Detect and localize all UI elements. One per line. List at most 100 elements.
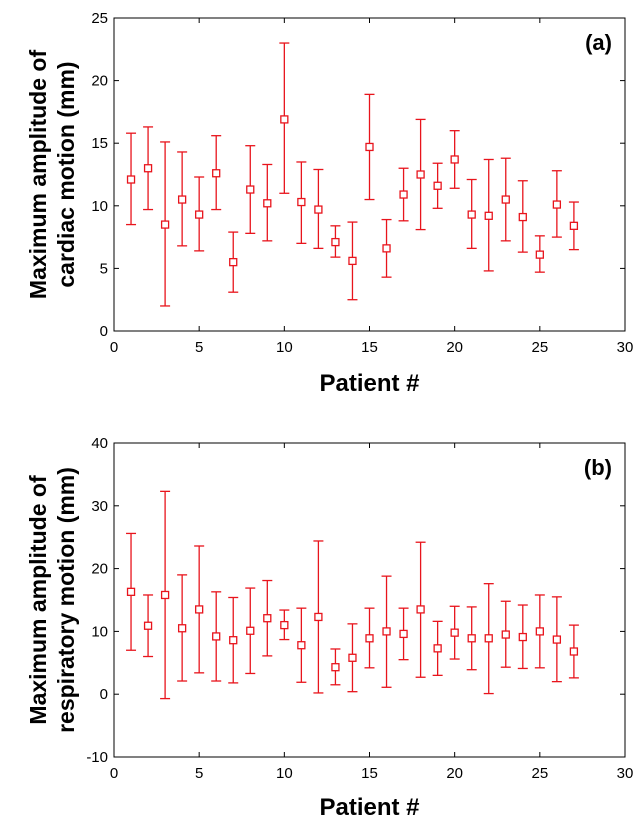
panel-b-data-marker-square bbox=[365, 634, 374, 643]
panel-b-data-marker-square bbox=[195, 605, 204, 614]
panel-b-y-axis-label: Maximum amplitude of respiratory motion … bbox=[25, 467, 79, 733]
panel-a-error-bar-point bbox=[500, 157, 511, 242]
panel-a-data-marker-square bbox=[195, 210, 204, 219]
panel-a-y-axis-label: Maximum amplitude of cardiac motion (mm) bbox=[25, 50, 79, 300]
panel-b-data-marker-square bbox=[450, 628, 459, 637]
panel-a-error-bar-point bbox=[568, 201, 579, 251]
panel-b-error-bar-point bbox=[500, 600, 511, 668]
panel-b-data-marker-square bbox=[535, 627, 544, 636]
panel-a-x-tick-label: 20 bbox=[446, 339, 463, 356]
panel-a-y-tick-label: 20 bbox=[91, 73, 108, 90]
panel-b-error-bar-point bbox=[211, 591, 222, 682]
panel-a-data-marker-square bbox=[297, 197, 306, 207]
panel-a-data-marker-square bbox=[433, 181, 442, 190]
panel-a-x-tick-label: 5 bbox=[195, 339, 203, 356]
panel-a-error-bar-point bbox=[551, 170, 562, 238]
panel-a-error-bar-point bbox=[517, 180, 528, 253]
panel-a-y-label-line-2: cardiac motion (mm) bbox=[53, 61, 79, 287]
panel-a-error-bar-point bbox=[160, 141, 171, 307]
panel-a-x-tick-label: 25 bbox=[531, 339, 548, 356]
panel-a-error-bar-point bbox=[347, 221, 358, 301]
panel-b-label: (b) bbox=[584, 455, 612, 480]
panel-a-data-marker-square bbox=[416, 170, 425, 179]
panel-a-error-bar-point bbox=[194, 176, 205, 252]
panel-b-data-marker-square bbox=[177, 624, 187, 633]
panel-b-error-bar-point bbox=[398, 607, 409, 661]
panel-a-error-bar-point bbox=[296, 161, 307, 245]
panel-a-x-tick-label: 30 bbox=[617, 339, 634, 356]
panel-a-error-bar-point bbox=[228, 231, 239, 293]
panel-a-error-bar-point bbox=[143, 126, 154, 211]
panel-b-data-marker-square bbox=[382, 627, 391, 636]
panel-a-y-tick-label: 15 bbox=[91, 135, 108, 152]
panel-b-data-marker-square bbox=[331, 663, 340, 672]
panel-b-y-tick-label: 40 bbox=[91, 435, 108, 452]
panel-b-data-marker-square bbox=[348, 653, 357, 662]
panel-a-error-bar-point bbox=[330, 225, 341, 258]
panel-a-data-marker-square bbox=[229, 257, 238, 267]
panel-a-data-marker-square bbox=[365, 142, 374, 152]
panel-b-error-bar-point bbox=[262, 579, 273, 657]
panel-a-y-tick-label: 25 bbox=[91, 10, 108, 27]
panel-b-data-marker-square bbox=[416, 605, 425, 614]
panel-a-y-label-line-1: Maximum amplitude of bbox=[25, 50, 51, 300]
panel-b-error-bar-point bbox=[245, 587, 256, 675]
panel-b-x-tick-label: 0 bbox=[110, 765, 118, 782]
panel-a-error-bar-point bbox=[432, 162, 443, 209]
panel-a-y-tick-label: 10 bbox=[91, 198, 108, 215]
panel-a-data-marker-square bbox=[314, 205, 323, 214]
panel-b-y-label-line-1: Maximum amplitude of bbox=[25, 475, 51, 725]
panel-a-data-marker-square bbox=[569, 221, 579, 230]
panel-b-error-bar-point bbox=[466, 606, 477, 671]
panel-b-x-tick-label: 10 bbox=[276, 765, 293, 782]
panel-a-y-tick-label: 0 bbox=[100, 323, 108, 340]
panel-b-error-bar-point bbox=[568, 624, 579, 679]
panel-b-data-marker-square bbox=[212, 632, 221, 641]
panel-a-data-marker-square bbox=[246, 185, 255, 194]
panel-a-data-marker-square bbox=[177, 195, 187, 204]
panel-a-error-bar-point bbox=[177, 151, 188, 247]
panel-a-label: (a) bbox=[585, 30, 612, 55]
panel-a-data-marker-square bbox=[212, 169, 221, 178]
panel-a-error-bar-point bbox=[466, 178, 477, 250]
panel-b-x-tick-label: 15 bbox=[361, 765, 378, 782]
panel-b-data-marker-square bbox=[126, 587, 136, 596]
panel-b-error-bar-point bbox=[194, 545, 205, 674]
panel-a-error-bar-point bbox=[245, 145, 256, 234]
panel-b-data-marker-square bbox=[467, 634, 476, 643]
panel-a-data-marker-square bbox=[518, 212, 527, 222]
panel-b-respiratory-motion: Maximum amplitude of respiratory motion … bbox=[25, 435, 633, 821]
panel-b-error-bar-point bbox=[449, 605, 460, 660]
panel-a-cardiac-motion: Maximum amplitude of cardiac motion (mm)… bbox=[25, 10, 633, 397]
panel-b-data-marker-square bbox=[263, 614, 272, 623]
panel-a-error-bar-point bbox=[364, 93, 375, 201]
panel-a-error-bar-point bbox=[381, 218, 392, 278]
panel-b-error-bar-point bbox=[177, 574, 188, 682]
panel-a-data-marker-square bbox=[399, 190, 408, 199]
panel-a-error-bar-point bbox=[449, 130, 460, 189]
panel-b-data-marker-square bbox=[314, 612, 323, 622]
panel-b-data-marker-square bbox=[297, 641, 306, 650]
panel-a-error-bar-point bbox=[262, 163, 273, 242]
panel-b-data-marker-square bbox=[280, 620, 289, 630]
panel-b-x-axis-label: Patient # bbox=[319, 794, 419, 821]
panel-b-error-bar-point bbox=[313, 540, 324, 694]
panel-b-data-marker-square bbox=[569, 647, 579, 656]
panel-b-error-bar-point bbox=[143, 594, 154, 658]
panel-b-error-bar-point bbox=[381, 575, 392, 688]
panel-b-y-tick-label: -10 bbox=[86, 749, 108, 766]
panel-b-x-tick-label: 5 bbox=[195, 765, 203, 782]
panel-a-data-marker-square bbox=[331, 237, 340, 247]
panel-a-data-marker-square bbox=[143, 164, 153, 173]
panel-a-data-marker-square bbox=[160, 220, 170, 229]
panel-a-data-marker-square bbox=[126, 175, 136, 184]
panel-b-error-bar-point bbox=[347, 623, 358, 693]
panel-a-data-marker-square bbox=[535, 250, 544, 259]
panel-a-error-bar-point bbox=[415, 118, 426, 231]
panel-b-data-marker-square bbox=[399, 629, 408, 639]
panel-b-y-label-line-2: respiratory motion (mm) bbox=[53, 467, 79, 733]
panel-b-error-bar-point bbox=[415, 541, 426, 678]
panel-b-error-bar-point bbox=[330, 648, 341, 686]
panel-b-data-marker-square bbox=[229, 636, 238, 645]
